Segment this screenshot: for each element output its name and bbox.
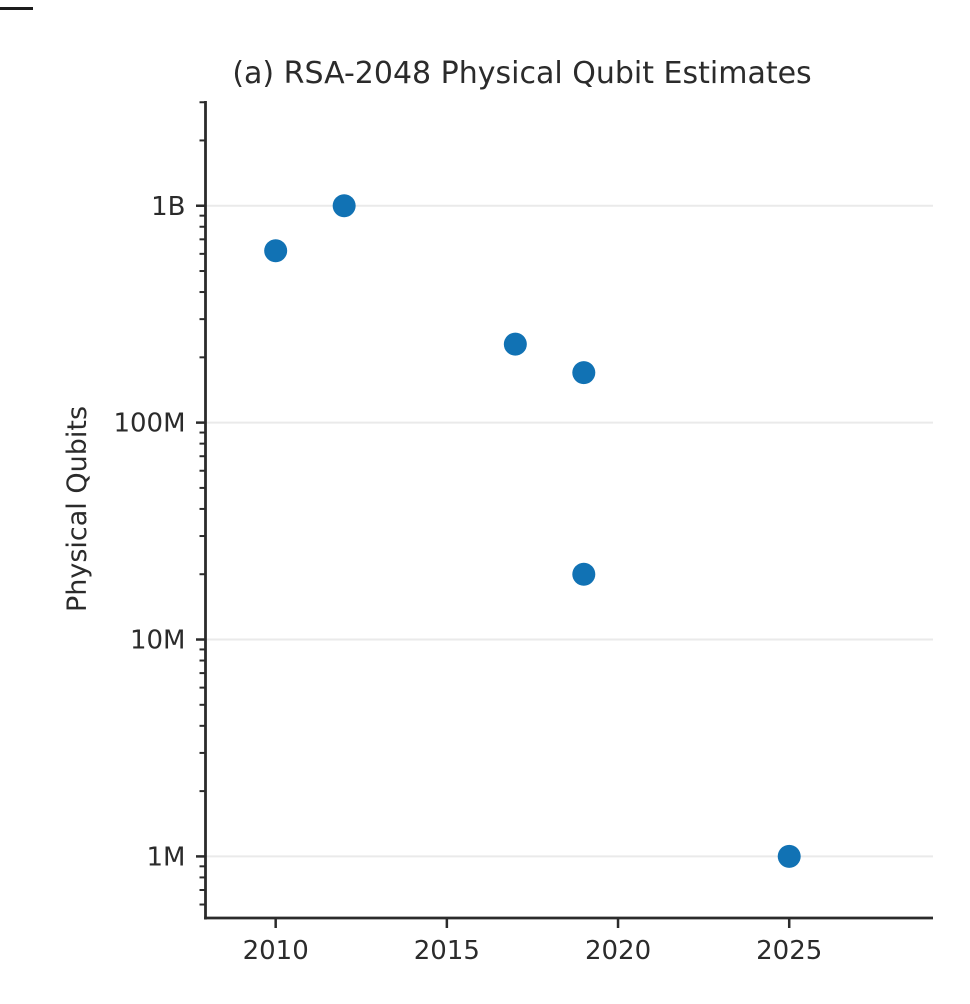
tick-labels-layer: 1M 10M 100M 1B 2010 2015 2020 2025 — [113, 192, 822, 966]
x-tick-label-2015: 2015 — [414, 936, 480, 966]
x-tick-label-2020: 2020 — [585, 936, 651, 966]
y-tick-label-1B: 1B — [151, 192, 185, 222]
y-tick-label-10M: 10M — [130, 626, 186, 656]
gridlines-layer — [205, 204, 933, 858]
x-tick-label-2010: 2010 — [243, 936, 309, 966]
figure-crop-artifact-line — [0, 7, 33, 10]
data-point-2017-230M — [503, 332, 527, 356]
data-point-2019-170M — [572, 361, 596, 385]
axis-spines-layer — [204, 101, 933, 920]
y-axis-label: Physical Qubits — [62, 406, 93, 612]
y-tick-label-1M: 1M — [147, 843, 186, 873]
x-tick-label-2025: 2025 — [756, 936, 822, 966]
data-point-2025-1M — [777, 844, 801, 868]
chart-title: (a) RSA-2048 Physical Qubit Estimates — [232, 56, 811, 91]
data-point-2019-20M — [572, 562, 596, 586]
axis-ticks-layer — [196, 101, 791, 928]
data-points-layer — [264, 194, 801, 868]
data-point-2012-1B — [332, 194, 356, 218]
data-point-2010-620M — [264, 239, 288, 263]
y-tick-label-100M: 100M — [113, 409, 185, 439]
